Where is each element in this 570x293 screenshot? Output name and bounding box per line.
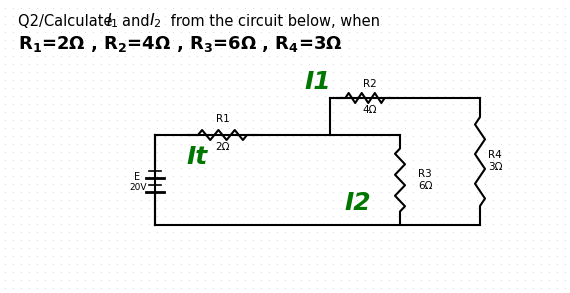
Text: R1: R1 [215, 114, 229, 124]
Text: $\mathit{I}_2$: $\mathit{I}_2$ [149, 12, 162, 30]
Text: 4Ω: 4Ω [363, 105, 377, 115]
Text: E: E [134, 172, 140, 182]
Text: I1: I1 [305, 70, 331, 94]
Text: 2Ω: 2Ω [215, 142, 230, 152]
Text: R3: R3 [418, 169, 431, 179]
Text: and: and [122, 13, 154, 28]
Text: 20V: 20V [129, 183, 146, 192]
Text: from the circuit below, when: from the circuit below, when [166, 13, 380, 28]
Text: I2: I2 [345, 191, 371, 215]
Text: $\mathbf{R_1}$=2Ω , $\mathbf{R_2}$=4Ω , $\mathbf{R_3}$=6Ω , $\mathbf{R_4}$=3Ω: $\mathbf{R_1}$=2Ω , $\mathbf{R_2}$=4Ω , … [18, 34, 343, 54]
Text: 3Ω: 3Ω [488, 163, 503, 173]
Text: Q2/Calculate: Q2/Calculate [18, 13, 117, 28]
Text: R2: R2 [363, 79, 377, 89]
Text: $\mathit{I}_1$: $\mathit{I}_1$ [106, 12, 119, 30]
Text: 6Ω: 6Ω [418, 181, 433, 191]
Text: R4: R4 [488, 151, 502, 161]
Text: It: It [186, 145, 207, 169]
